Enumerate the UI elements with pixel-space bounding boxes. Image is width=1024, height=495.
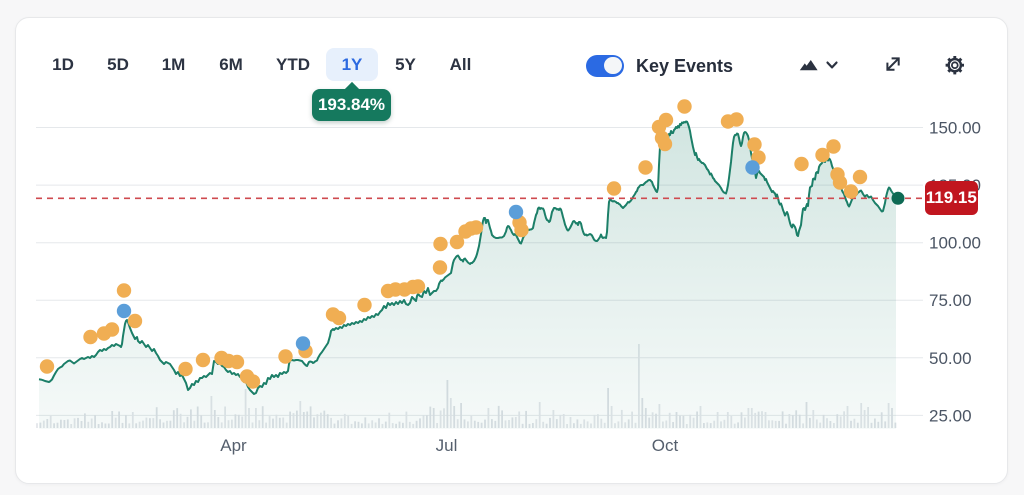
svg-text:Jul: Jul (436, 436, 458, 455)
svg-text:75.00: 75.00 (929, 291, 972, 310)
svg-text:150.00: 150.00 (929, 119, 981, 138)
svg-text:Oct: Oct (652, 436, 679, 455)
svg-text:100.00: 100.00 (929, 234, 981, 253)
svg-text:50.00: 50.00 (929, 349, 972, 368)
svg-text:Apr: Apr (220, 436, 247, 455)
svg-text:25.00: 25.00 (929, 406, 972, 425)
